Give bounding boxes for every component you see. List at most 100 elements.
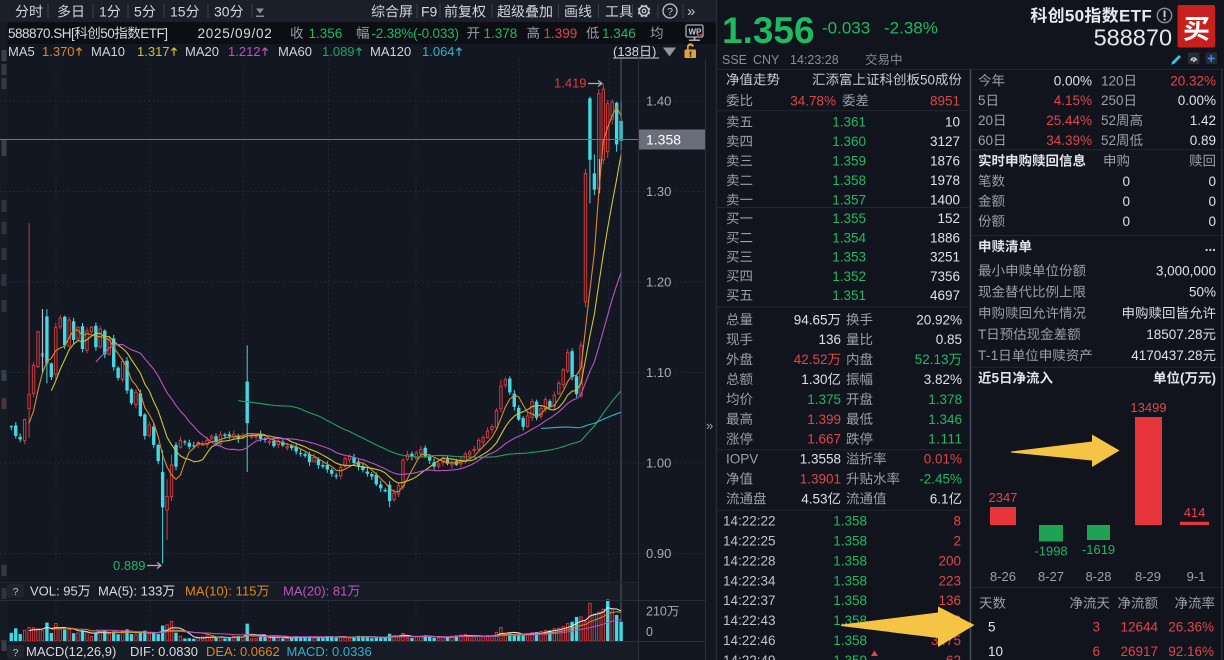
svg-text:14:22:28: 14:22:28 bbox=[723, 553, 776, 568]
svg-text:1978: 1978 bbox=[930, 173, 960, 188]
svg-text:3127: 3127 bbox=[930, 134, 960, 149]
svg-text:-1619: -1619 bbox=[1082, 542, 1115, 557]
svg-text:1.358: 1.358 bbox=[832, 173, 866, 188]
svg-text:250: 250 bbox=[1101, 93, 1124, 108]
svg-text:1.358: 1.358 bbox=[833, 573, 867, 588]
svg-text:210: 210 bbox=[646, 605, 667, 619]
svg-text:7356: 7356 bbox=[930, 269, 960, 284]
svg-text:8951: 8951 bbox=[930, 93, 960, 108]
svg-text:1.346: 1.346 bbox=[602, 26, 636, 41]
svg-text:0.89: 0.89 bbox=[1190, 133, 1216, 148]
svg-text:52.13: 52.13 bbox=[915, 352, 949, 367]
svg-text:5: 5 bbox=[988, 619, 996, 634]
svg-text:1.212: 1.212 bbox=[228, 44, 261, 59]
svg-text:1.361: 1.361 bbox=[832, 115, 866, 130]
svg-text:588870.SH[: 588870.SH[ bbox=[8, 26, 75, 41]
svg-text:26917: 26917 bbox=[1121, 644, 1159, 659]
svg-text:): ) bbox=[1212, 371, 1217, 386]
svg-text:0: 0 bbox=[1123, 194, 1131, 209]
svg-text:1.357: 1.357 bbox=[832, 193, 866, 208]
svg-text:6: 6 bbox=[1093, 644, 1101, 659]
svg-text:1.358: 1.358 bbox=[833, 633, 867, 648]
svg-text:1: 1 bbox=[99, 3, 107, 19]
svg-text:?: ? bbox=[13, 586, 19, 598]
svg-text:14:23:28: 14:23:28 bbox=[790, 53, 839, 67]
svg-text:14:22:46: 14:22:46 bbox=[723, 633, 776, 648]
svg-text:5: 5 bbox=[978, 93, 986, 108]
svg-text:0: 0 bbox=[1123, 214, 1131, 229]
svg-text:8-26: 8-26 bbox=[990, 569, 1016, 584]
svg-text:14:22:43: 14:22:43 bbox=[723, 613, 776, 628]
svg-text:5: 5 bbox=[992, 371, 1000, 386]
svg-text:MA20: MA20 bbox=[185, 44, 219, 59]
svg-text:0: 0 bbox=[1209, 174, 1217, 189]
svg-text:50: 50 bbox=[920, 72, 935, 87]
svg-text:42.52: 42.52 bbox=[794, 352, 828, 367]
svg-text:8-28: 8-28 bbox=[1086, 569, 1112, 584]
svg-text:1.3558: 1.3558 bbox=[800, 452, 841, 467]
svg-text:MA(10): 115: MA(10): 115 bbox=[185, 584, 257, 599]
svg-text:8: 8 bbox=[954, 514, 962, 529]
svg-text:3.82%: 3.82% bbox=[924, 372, 962, 387]
svg-text:1.3901: 1.3901 bbox=[800, 472, 841, 487]
svg-text:F9: F9 bbox=[421, 3, 438, 19]
svg-text:MA60: MA60 bbox=[278, 44, 312, 59]
svg-text:CNY: CNY bbox=[753, 53, 780, 67]
svg-text:18507.28: 18507.28 bbox=[1146, 327, 1202, 342]
svg-text:0: 0 bbox=[1123, 174, 1131, 189]
svg-text:0.889: 0.889 bbox=[113, 558, 146, 573]
svg-text:15: 15 bbox=[170, 3, 186, 19]
svg-text:60: 60 bbox=[978, 133, 993, 148]
svg-text:1.42: 1.42 bbox=[1190, 113, 1216, 128]
svg-text:0.90: 0.90 bbox=[646, 546, 671, 561]
svg-text:1.378: 1.378 bbox=[928, 392, 962, 407]
svg-text:1.378: 1.378 bbox=[484, 26, 518, 41]
svg-text:ETF]: ETF] bbox=[140, 26, 167, 41]
svg-text:0.85: 0.85 bbox=[936, 332, 962, 347]
svg-text:14:22:22: 14:22:22 bbox=[723, 514, 776, 529]
svg-text:1400: 1400 bbox=[930, 193, 960, 208]
svg-text:1.30: 1.30 bbox=[646, 184, 671, 199]
svg-text:50: 50 bbox=[1065, 7, 1085, 26]
svg-text:MACD: 0.0336: MACD: 0.0336 bbox=[287, 644, 372, 659]
svg-text:1.064: 1.064 bbox=[422, 44, 455, 59]
svg-text:0: 0 bbox=[1209, 214, 1217, 229]
svg-text:T-1: T-1 bbox=[978, 348, 998, 363]
svg-text:4697: 4697 bbox=[930, 288, 960, 303]
svg-text:-2.38%: -2.38% bbox=[884, 19, 938, 38]
svg-text:414: 414 bbox=[1184, 505, 1206, 520]
svg-text:94.65: 94.65 bbox=[794, 312, 828, 327]
svg-text:14:22:25: 14:22:25 bbox=[723, 534, 776, 549]
svg-text:1.419: 1.419 bbox=[554, 76, 587, 91]
svg-text:1.360: 1.360 bbox=[832, 134, 866, 149]
svg-text:IOPV: IOPV bbox=[726, 452, 758, 467]
svg-text:1.358: 1.358 bbox=[833, 593, 867, 608]
svg-text:1.20: 1.20 bbox=[646, 275, 671, 290]
svg-text:1.358: 1.358 bbox=[646, 132, 681, 148]
svg-text:1.40: 1.40 bbox=[646, 94, 671, 109]
svg-text:1.355: 1.355 bbox=[832, 211, 866, 226]
svg-text:-1998: -1998 bbox=[1034, 544, 1067, 559]
svg-text:52: 52 bbox=[1101, 133, 1116, 148]
svg-text:136: 136 bbox=[939, 593, 962, 608]
svg-text:»: » bbox=[687, 3, 695, 20]
svg-text:?: ? bbox=[667, 6, 673, 18]
svg-text:120: 120 bbox=[1101, 73, 1124, 88]
svg-text:4170437.28: 4170437.28 bbox=[1131, 348, 1202, 363]
svg-text:-2.45%: -2.45% bbox=[919, 472, 962, 487]
svg-text:1.356: 1.356 bbox=[722, 10, 815, 51]
svg-text:ETF: ETF bbox=[1119, 7, 1152, 26]
svg-text:152: 152 bbox=[938, 211, 961, 226]
svg-text:2025/09/02: 2025/09/02 bbox=[198, 26, 273, 41]
svg-text:1.359: 1.359 bbox=[833, 653, 867, 660]
svg-text:MA10: MA10 bbox=[91, 44, 125, 59]
svg-text:(138: (138 bbox=[613, 44, 639, 59]
svg-text:9-1: 9-1 bbox=[1187, 569, 1206, 584]
svg-text:588870: 588870 bbox=[1094, 25, 1172, 51]
svg-text:1.358: 1.358 bbox=[833, 514, 867, 529]
svg-text:8-27: 8-27 bbox=[1038, 569, 1064, 584]
svg-text:0.01%: 0.01% bbox=[924, 452, 962, 467]
svg-text:2: 2 bbox=[954, 534, 962, 549]
svg-text:14:22:37: 14:22:37 bbox=[723, 593, 776, 608]
svg-text:0: 0 bbox=[1209, 194, 1217, 209]
